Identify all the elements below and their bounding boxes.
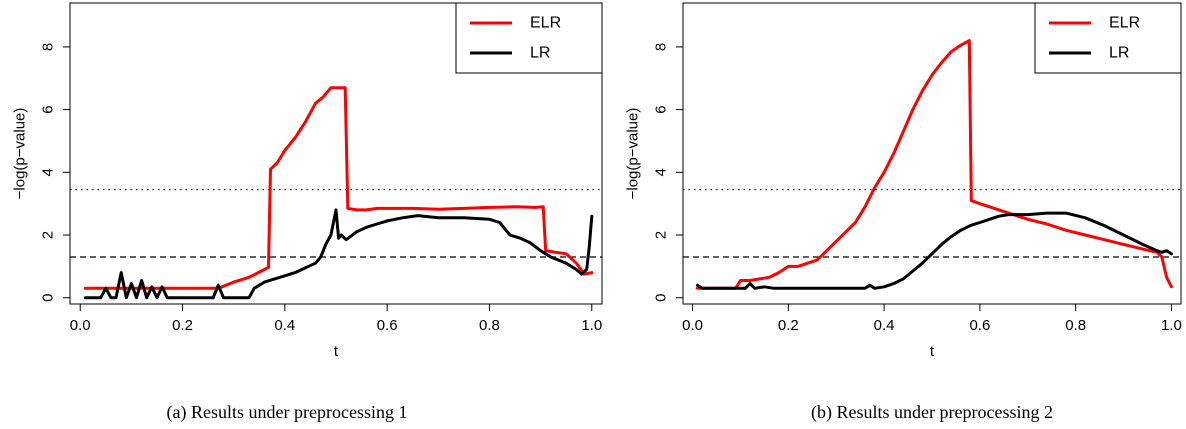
panel-a-y-tick-label: 2	[40, 231, 57, 239]
panel-b-y-tick-label: 4	[653, 168, 670, 176]
panel-a-x-tick-label: 1.0	[581, 317, 602, 334]
panel-a-y-tick-label: 8	[40, 43, 57, 51]
panel-a-legend-box	[455, 2, 603, 74]
panel-b-x-tick-label: 1.0	[1161, 317, 1182, 334]
panel-a-series-elr-line	[83, 86, 594, 290]
panel-a-x-tick-label: 0.4	[274, 317, 295, 334]
panel-b-legend-label-lr: LR	[1109, 45, 1129, 62]
panel-b-x-tick-label: 0.6	[969, 317, 990, 334]
panel-b-series-elr-line	[695, 39, 1173, 290]
panel-b-caption: (b) Results under preprocessing 2	[811, 402, 1053, 423]
panel-b-y-axis-label: −log(p−value)	[625, 108, 642, 200]
panel-a-x-tick-label: 0.0	[70, 317, 91, 334]
panel-a-x-tick-label: 0.6	[377, 317, 398, 334]
panel-b-y-tick-label: 0	[653, 294, 670, 302]
panel-a-legend-label-lr: LR	[530, 45, 550, 62]
panel-a-legend-label-elr: ELR	[530, 15, 561, 32]
panel-b-series-lr-line	[695, 211, 1173, 290]
panel-b-y-tick-label: 8	[653, 43, 670, 51]
panel-b-x-tick-label: 0.4	[874, 317, 895, 334]
panel-a-y-tick-label: 6	[40, 105, 57, 113]
panel-b-y-tick-label: 6	[653, 105, 670, 113]
panel-b-plot-frame	[682, 2, 1182, 305]
panel-a-caption: (a) Results under preprocessing 1	[167, 402, 408, 423]
panel-b-x-axis-label: t	[930, 343, 935, 360]
panel-b-x-tick-label: 0.0	[682, 317, 703, 334]
panel-a-y-tick-label: 4	[40, 168, 57, 176]
panel-b-x-tick-label: 0.2	[778, 317, 799, 334]
panel-b-legend-label-elr: ELR	[1109, 15, 1140, 32]
panel-a-series-lr-line	[83, 208, 594, 300]
panel-b-x-tick-label: 0.8	[1065, 317, 1086, 334]
panel-a-x-axis-label: t	[334, 343, 339, 360]
panel-b-legend-box	[1034, 2, 1182, 74]
panel-a-y-axis-label: −log(p−value)	[12, 108, 29, 200]
panel-a-y-tick-label: 0	[40, 294, 57, 302]
panel-b-y-tick-label: 2	[653, 231, 670, 239]
panel-a-x-tick-label: 0.8	[479, 317, 500, 334]
panel-a-x-tick-label: 0.2	[172, 317, 193, 334]
panel-a-plot-frame	[69, 2, 603, 305]
